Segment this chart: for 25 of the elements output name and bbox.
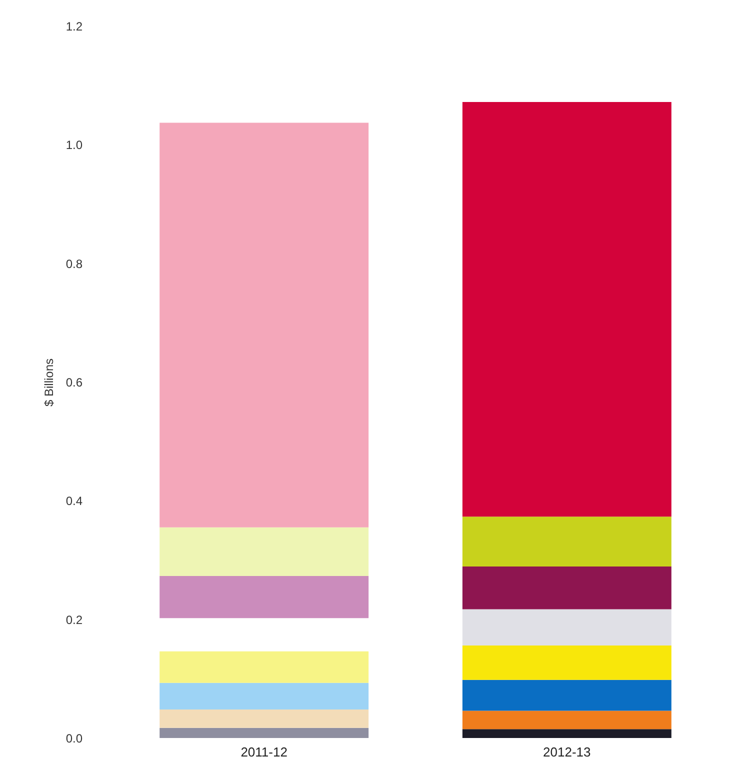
y-tick-label: 0.4 <box>66 494 83 508</box>
y-tick-label: 0.6 <box>66 376 83 390</box>
bar <box>160 728 369 738</box>
bar <box>462 566 672 610</box>
bar <box>160 527 369 576</box>
bar <box>462 729 672 738</box>
x-tick-label: 2012-13 <box>543 744 591 760</box>
x-tick-label: 2011-12 <box>240 744 288 760</box>
bar <box>462 645 672 680</box>
bar <box>462 680 672 711</box>
bar <box>160 651 369 683</box>
y-tick-label: 0.8 <box>66 256 83 271</box>
bar <box>160 576 369 618</box>
bar <box>462 710 672 730</box>
y-tick-label: 1.2 <box>66 20 83 34</box>
y-tick-label: 0.2 <box>66 612 83 627</box>
y-tick-label: 0.0 <box>66 732 83 746</box>
bar <box>160 682 369 710</box>
bar <box>160 710 369 728</box>
y-tick-label: 1.0 <box>66 138 83 152</box>
y-axis-title: $ Billions <box>42 358 56 407</box>
bar <box>462 609 672 646</box>
bar <box>462 516 672 567</box>
bar <box>462 102 672 517</box>
bar <box>160 122 369 528</box>
